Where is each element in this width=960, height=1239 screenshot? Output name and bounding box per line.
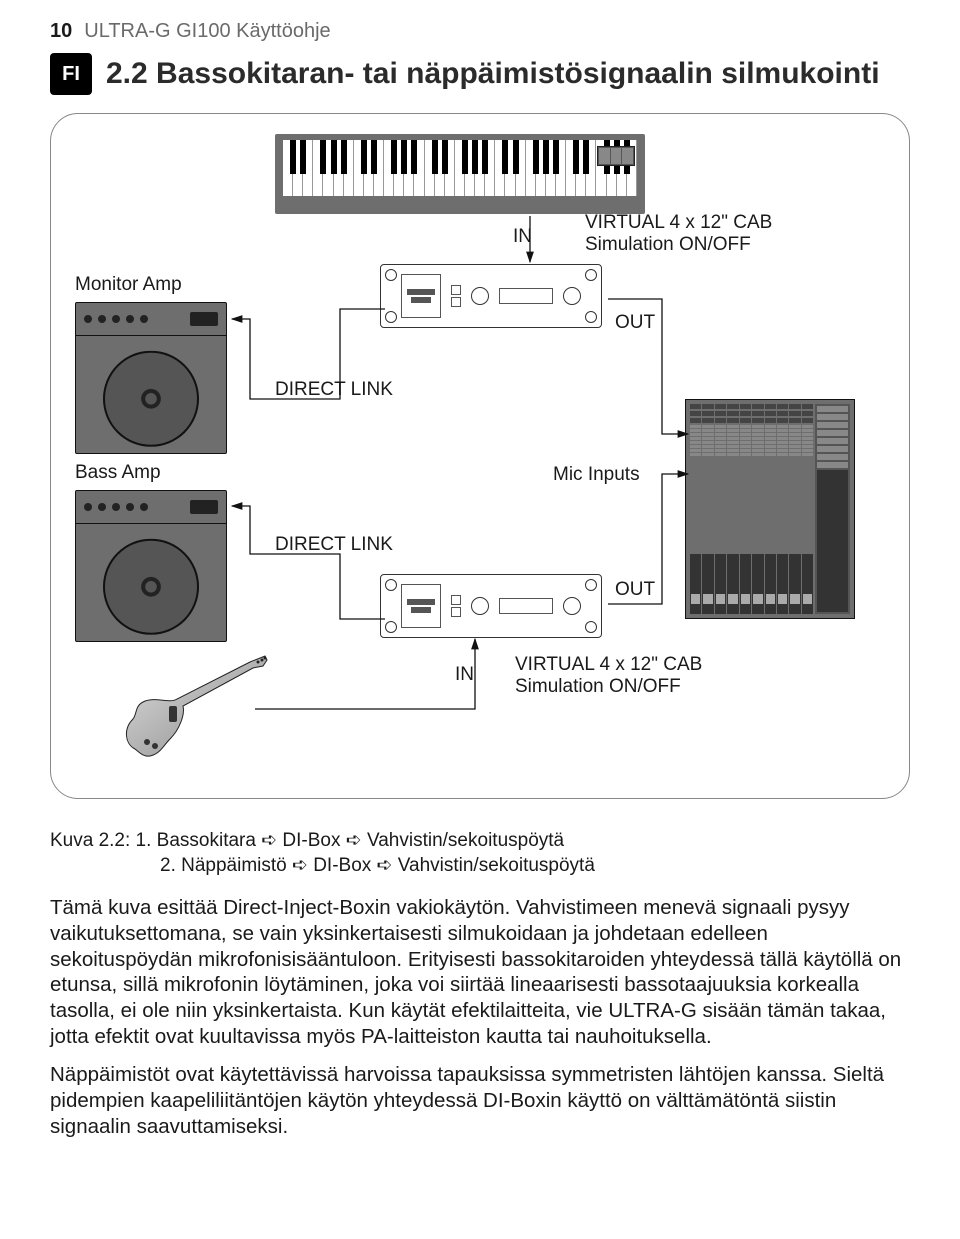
body-paragraph-2: Näppäimistöt ovat käytettävissä harvoiss…: [50, 1062, 910, 1139]
in-label-bottom: IN: [455, 664, 474, 686]
mic-inputs-label: Mic Inputs: [553, 464, 640, 486]
page-number: 10: [50, 20, 72, 43]
virtual-cab-bot-1: VIRTUAL 4 x 12" CAB: [515, 654, 702, 676]
keyboard-icon: [275, 134, 645, 214]
body-paragraph-1: Tämä kuva esittää Direct-Inject-Boxin va…: [50, 895, 910, 1050]
language-badge: FI: [50, 53, 92, 95]
bass-amp-label: Bass Amp: [75, 462, 161, 484]
out-label-top: OUT: [615, 312, 655, 334]
guitar-icon: [115, 654, 270, 769]
di-box-bottom-icon: [380, 574, 602, 638]
figure-caption-1: Kuva 2.2: 1. Bassokitara ➪ DI-Box ➪ Vahv…: [50, 829, 910, 852]
in-label-top: IN: [513, 226, 532, 248]
doc-title: ULTRA-G GI100 Käyttöohje: [84, 20, 330, 43]
monitor-amp-label: Monitor Amp: [75, 274, 182, 296]
out-label-bottom: OUT: [615, 579, 655, 601]
virtual-cab-top-1: VIRTUAL 4 x 12" CAB: [585, 212, 772, 234]
monitor-amp-icon: [75, 302, 227, 454]
virtual-cab-top-2: Simulation ON/OFF: [585, 234, 772, 256]
direct-link-2: DIRECT LINK: [275, 534, 393, 556]
figure-caption-2: 2. Näppäimistö ➪ DI-Box ➪ Vahvistin/seko…: [160, 854, 910, 877]
mixer-icon: [685, 399, 855, 619]
wiring-diagram: IN VIRTUAL 4 x 12" CAB Simulation ON/OFF: [50, 113, 910, 799]
virtual-cab-bot-2: Simulation ON/OFF: [515, 676, 702, 698]
section-title: 2.2 Bassokitaran- tai näppäimistösignaal…: [106, 57, 880, 91]
di-box-top-icon: [380, 264, 602, 328]
direct-link-1: DIRECT LINK: [275, 379, 393, 401]
bass-amp-icon: [75, 490, 227, 642]
